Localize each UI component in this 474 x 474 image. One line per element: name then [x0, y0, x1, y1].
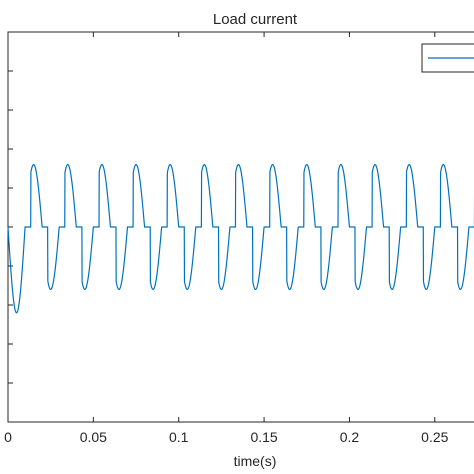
- series-line-load-current: [7, 163, 474, 314]
- x-tick-label: 0.1: [169, 429, 189, 445]
- x-tick-label: 0.05: [80, 429, 107, 445]
- x-tick-label: 0.25: [421, 429, 448, 445]
- plot-area: [7, 31, 474, 423]
- chart-title: Load current: [213, 11, 298, 28]
- legend[interactable]: [421, 43, 474, 73]
- series-layer: [7, 163, 474, 314]
- x-tick-label: 0: [4, 429, 12, 445]
- x-tick-label: 0.2: [340, 429, 360, 445]
- x-tick-label: 0.15: [250, 429, 277, 445]
- axis-ticks: 0 0.05 0.1 0.15 0.2 0.25: [4, 32, 449, 445]
- x-axis-label: time(s): [234, 453, 277, 469]
